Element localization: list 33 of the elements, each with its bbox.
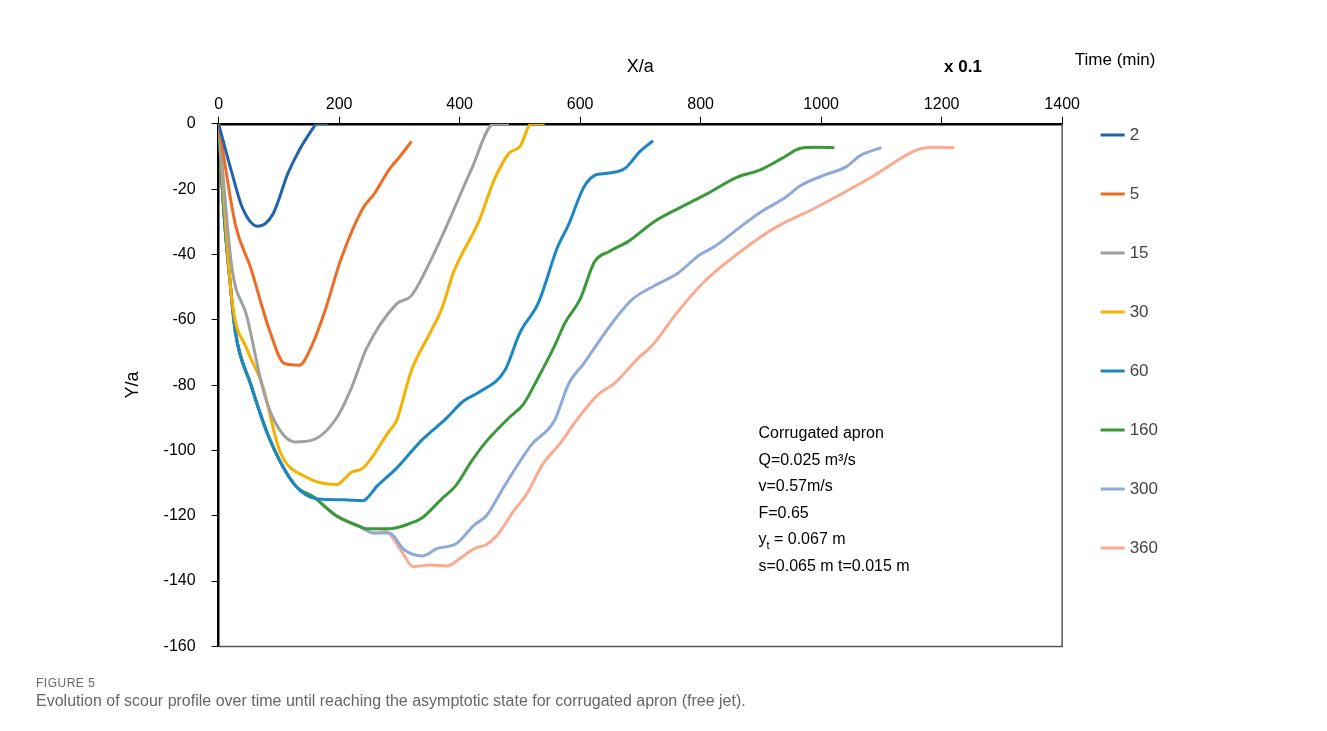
x-tick-label: 1000 (803, 94, 840, 112)
x-tick-label: 1400 (1044, 94, 1081, 112)
line-series (218, 123, 330, 228)
x-tick-label: 800 (687, 94, 715, 112)
y-axis-title: Y/a (121, 370, 142, 399)
y-tick-label: -80 (172, 375, 196, 393)
x-tick-label: 1200 (923, 94, 960, 112)
text: Evolution of scour profile over time until reaching the asymptotic state for corrugated apron (free jet). (36, 692, 747, 710)
y-tick-label: -20 (172, 179, 196, 197)
legend-label: 60 (1129, 360, 1149, 380)
legend-title: Time (min) (1074, 50, 1156, 70)
x-tick-label: 400 (446, 94, 474, 112)
y-tick-label: 0 (186, 114, 196, 132)
y-tick-label: -160 (163, 636, 196, 654)
legend-label: 5 (1129, 183, 1140, 203)
text: x 0.1 (944, 56, 982, 76)
x-tick-label: 600 (566, 94, 594, 112)
legend-label: 30 (1129, 301, 1149, 321)
y-tick-label: -140 (163, 571, 196, 589)
legend-label: 15 (1129, 242, 1149, 262)
x-tick-label: 0 (214, 94, 224, 112)
y-tick-label: -100 (163, 440, 196, 458)
legend-label: 300 (1129, 478, 1159, 498)
legend-label: 160 (1129, 419, 1159, 439)
line-series (218, 123, 511, 444)
y-tick-label: -60 (172, 310, 196, 328)
legend-label: 360 (1129, 537, 1159, 557)
x-axis-title: X/a (626, 55, 655, 76)
legend-label: 2 (1129, 124, 1140, 144)
y-tick-label: -120 (163, 506, 196, 524)
x-tick-label: 200 (325, 94, 353, 112)
y-tick-label: -40 (172, 244, 196, 262)
caption: FIGURE 5 (36, 676, 97, 690)
